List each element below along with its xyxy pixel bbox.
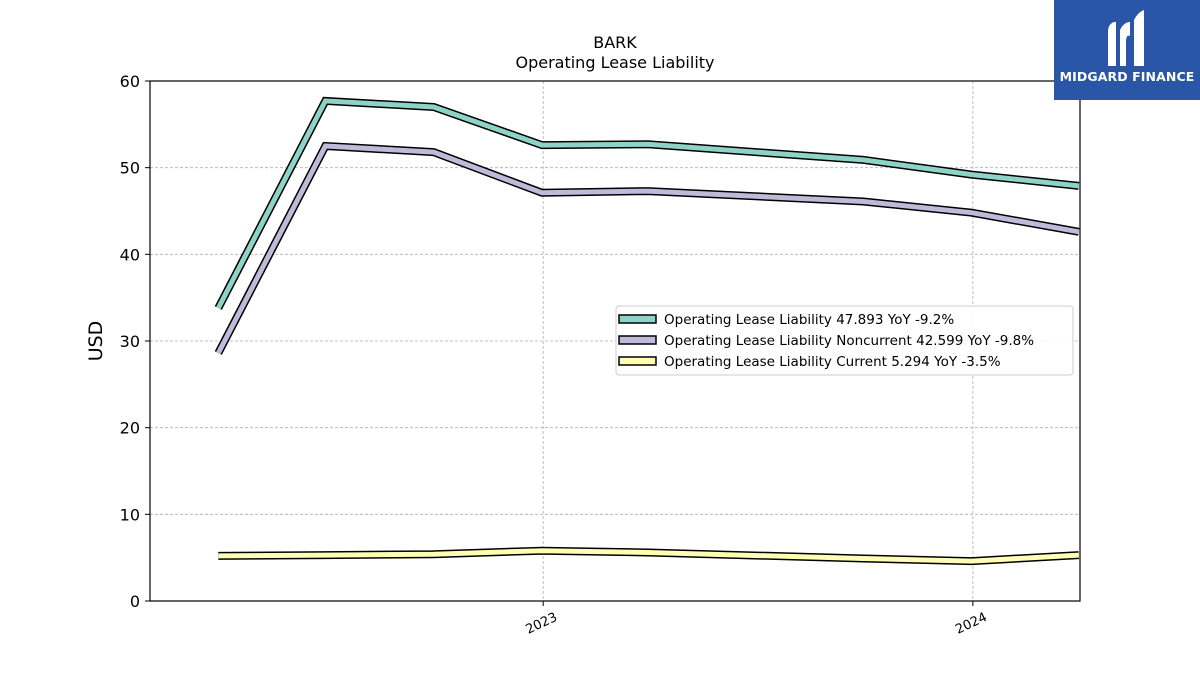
legend-swatch	[618, 356, 657, 366]
x-tick-label: 2024	[953, 610, 989, 638]
chart-subtitle: Operating Lease Liability	[515, 53, 714, 72]
brand-name: MIDGARD FINANCE	[1059, 69, 1195, 84]
y-axis-ticks: 0 10 20 30 40 50 60	[120, 72, 150, 611]
legend-label: Operating Lease Liability 47.893 YoY -9.…	[664, 312, 954, 328]
x-tick-label: 2023	[524, 610, 560, 638]
series-line	[216, 98, 1080, 310]
chart-title: BARK	[593, 33, 637, 52]
y-tick-label: 40	[120, 245, 140, 264]
y-tick-label: 20	[120, 419, 140, 438]
y-axis-label: USD	[85, 321, 107, 362]
legend-swatch	[618, 314, 657, 324]
y-tick-label: 0	[130, 592, 140, 611]
series-line	[216, 143, 1080, 355]
x-axis-ticks: 2023 2024	[524, 601, 990, 638]
y-tick-label: 10	[120, 505, 140, 524]
y-tick-label: 50	[120, 159, 140, 178]
midgard-logo-icon	[1108, 10, 1144, 66]
series-lines	[214, 96, 1080, 566]
y-tick-label: 30	[120, 332, 140, 351]
brand-logo: MIDGARD FINANCE	[1054, 0, 1200, 100]
legend-box	[615, 305, 1074, 376]
y-tick-label: 60	[120, 72, 140, 91]
series-line-outline	[214, 96, 1080, 310]
legend-label: Operating Lease Liability Current 5.294 …	[664, 354, 1001, 370]
legend-label: Operating Lease Liability Noncurrent 42.…	[664, 333, 1034, 349]
legend-swatch	[618, 335, 657, 345]
series-line	[218, 548, 1079, 564]
legend: Operating Lease Liability 47.893 YoY -9.…	[615, 305, 1074, 376]
